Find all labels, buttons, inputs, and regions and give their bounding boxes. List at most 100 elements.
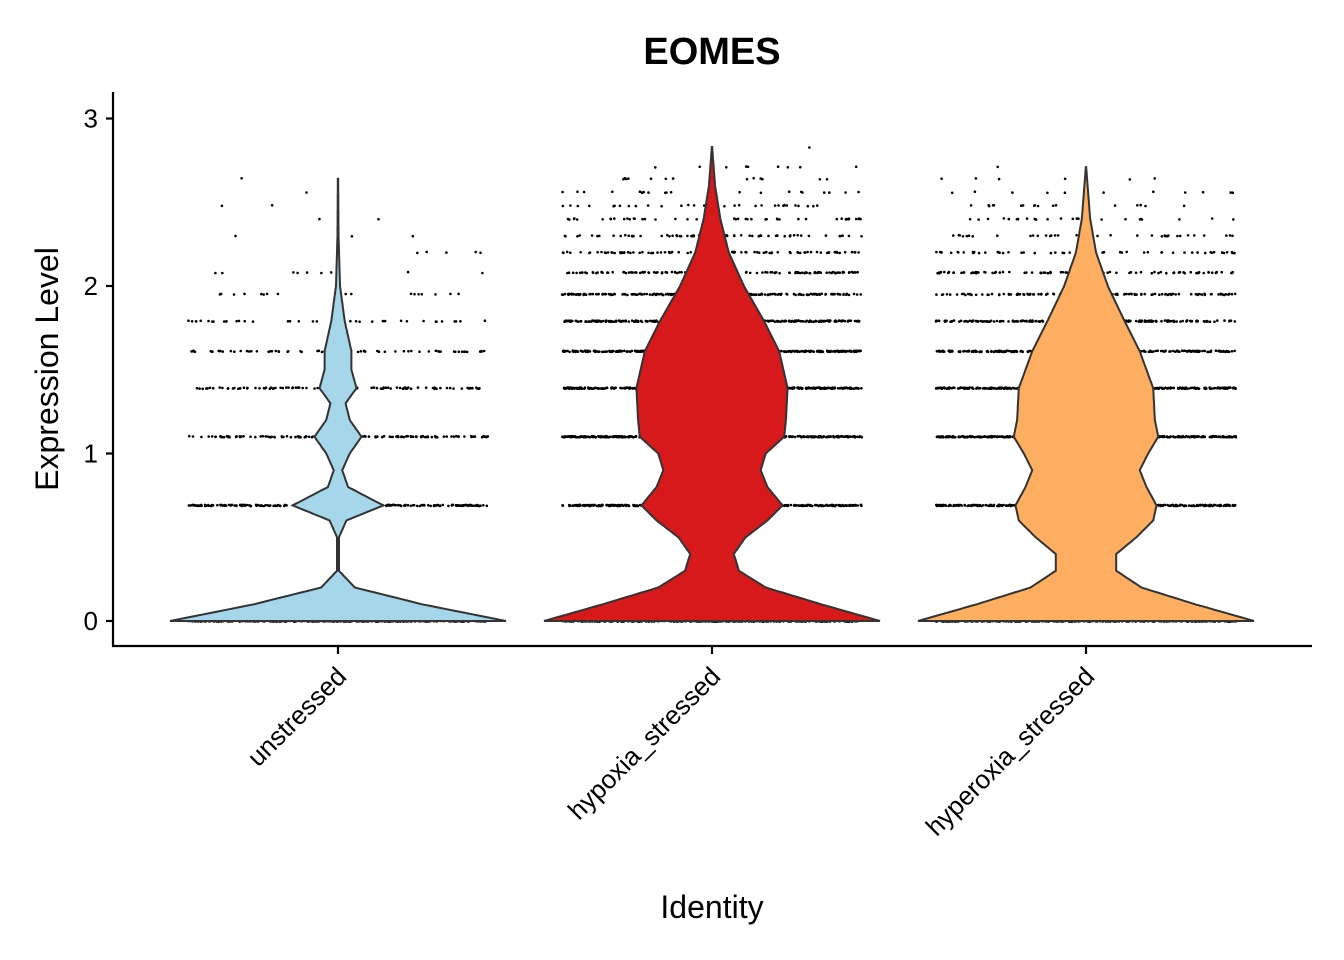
data-point: [1168, 435, 1172, 439]
data-point: [631, 271, 634, 274]
data-point: [829, 435, 833, 439]
data-point: [384, 386, 388, 390]
data-point: [1223, 504, 1227, 507]
data-point: [765, 217, 768, 221]
data-point: [831, 386, 834, 389]
data-point: [356, 350, 360, 354]
data-point: [405, 320, 409, 323]
data-point: [244, 503, 247, 507]
data-point: [1002, 503, 1005, 507]
data-point: [582, 292, 586, 296]
data-point: [221, 350, 224, 353]
data-point: [579, 251, 582, 254]
data-point: [777, 204, 780, 207]
data-point: [561, 190, 564, 194]
data-point: [814, 320, 817, 323]
data-point: [258, 387, 261, 390]
data-point: [581, 503, 585, 507]
data-point: [746, 165, 750, 169]
data-point: [785, 350, 788, 353]
data-point: [623, 177, 627, 180]
data-point: [402, 435, 406, 439]
data-point: [561, 293, 565, 297]
data-point: [269, 436, 272, 439]
data-point: [424, 386, 428, 390]
data-point: [205, 387, 208, 390]
data-point: [432, 504, 436, 508]
data-point: [615, 435, 619, 438]
data-point: [639, 234, 642, 238]
data-point: [265, 292, 269, 296]
data-point: [434, 320, 438, 323]
data-point: [755, 271, 759, 275]
data-point: [646, 320, 649, 323]
data-point: [589, 292, 592, 296]
data-point: [806, 293, 810, 297]
data-point: [807, 320, 811, 324]
data-point: [574, 435, 578, 439]
data-point: [809, 292, 813, 296]
data-point: [737, 203, 741, 207]
data-point: [1184, 504, 1188, 508]
data-point: [845, 292, 849, 296]
data-point: [1163, 503, 1167, 507]
data-point: [453, 320, 457, 323]
data-point: [254, 435, 257, 439]
data-point: [245, 387, 249, 390]
data-point: [812, 204, 815, 208]
data-point: [190, 320, 194, 323]
data-point: [595, 292, 598, 296]
data-point: [262, 293, 266, 296]
data-point: [609, 217, 613, 221]
data-point: [219, 503, 222, 507]
data-point: [630, 319, 634, 323]
data-point: [227, 435, 231, 439]
data-point: [856, 270, 859, 274]
data-point: [797, 386, 800, 389]
data-point: [797, 319, 800, 322]
data-point: [627, 271, 631, 274]
data-point: [442, 435, 446, 438]
data-point: [461, 504, 465, 508]
data-point: [578, 234, 581, 237]
data-point: [647, 191, 650, 194]
data-point: [211, 386, 215, 390]
data-point: [853, 435, 856, 438]
data-point: [211, 320, 214, 323]
data-point: [764, 270, 767, 274]
data-point: [225, 435, 229, 438]
data-point: [296, 435, 300, 438]
data-point: [197, 504, 200, 507]
data-point: [372, 386, 376, 389]
data-point: [475, 386, 478, 390]
data-point: [409, 504, 413, 508]
data-point: [569, 319, 573, 323]
data-point: [798, 165, 802, 169]
data-point: [441, 503, 445, 507]
data-point: [415, 504, 419, 508]
data-point: [788, 386, 791, 390]
data-point: [668, 251, 671, 255]
data-point: [564, 235, 567, 238]
data-point: [671, 234, 674, 238]
data-point: [774, 234, 778, 238]
data-point: [188, 434, 191, 438]
data-point: [627, 177, 630, 180]
data-point: [766, 293, 770, 296]
data-point: [629, 350, 632, 354]
data-point: [971, 435, 974, 439]
data-point: [402, 349, 406, 353]
data-point: [801, 349, 804, 353]
data-point: [799, 234, 803, 237]
data-point: [574, 293, 578, 296]
data-point: [670, 270, 674, 274]
data-point: [571, 271, 575, 275]
data-point: [568, 350, 571, 354]
data-point: [791, 386, 795, 389]
data-point: [840, 234, 844, 238]
data-point: [668, 235, 671, 238]
data-point: [813, 503, 817, 507]
data-point: [761, 271, 764, 274]
data-point: [785, 293, 789, 296]
data-point: [957, 435, 960, 439]
